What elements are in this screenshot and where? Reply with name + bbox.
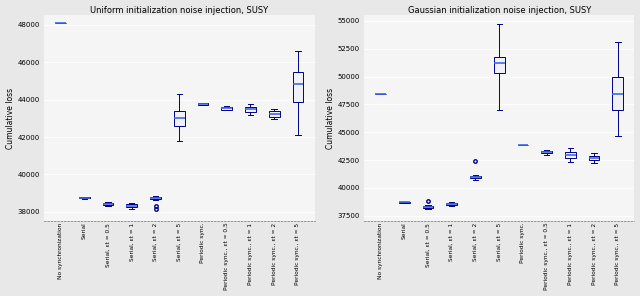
PathPatch shape	[150, 197, 161, 199]
PathPatch shape	[422, 206, 433, 208]
PathPatch shape	[103, 203, 113, 205]
PathPatch shape	[399, 202, 410, 203]
PathPatch shape	[470, 176, 481, 178]
PathPatch shape	[269, 111, 280, 117]
PathPatch shape	[221, 107, 232, 110]
PathPatch shape	[565, 152, 576, 158]
PathPatch shape	[245, 107, 256, 112]
PathPatch shape	[541, 151, 552, 153]
PathPatch shape	[292, 72, 303, 102]
PathPatch shape	[198, 103, 209, 105]
PathPatch shape	[446, 203, 457, 205]
PathPatch shape	[79, 197, 90, 198]
Y-axis label: Cumulative loss: Cumulative loss	[326, 88, 335, 149]
PathPatch shape	[174, 111, 184, 126]
PathPatch shape	[589, 156, 600, 160]
PathPatch shape	[494, 57, 504, 73]
Title: Uniform initialization noise injection, SUSY: Uniform initialization noise injection, …	[90, 6, 268, 15]
PathPatch shape	[127, 205, 137, 207]
Y-axis label: Cumulative loss: Cumulative loss	[6, 88, 15, 149]
PathPatch shape	[612, 77, 623, 110]
Title: Gaussian initialization noise injection, SUSY: Gaussian initialization noise injection,…	[408, 6, 591, 15]
